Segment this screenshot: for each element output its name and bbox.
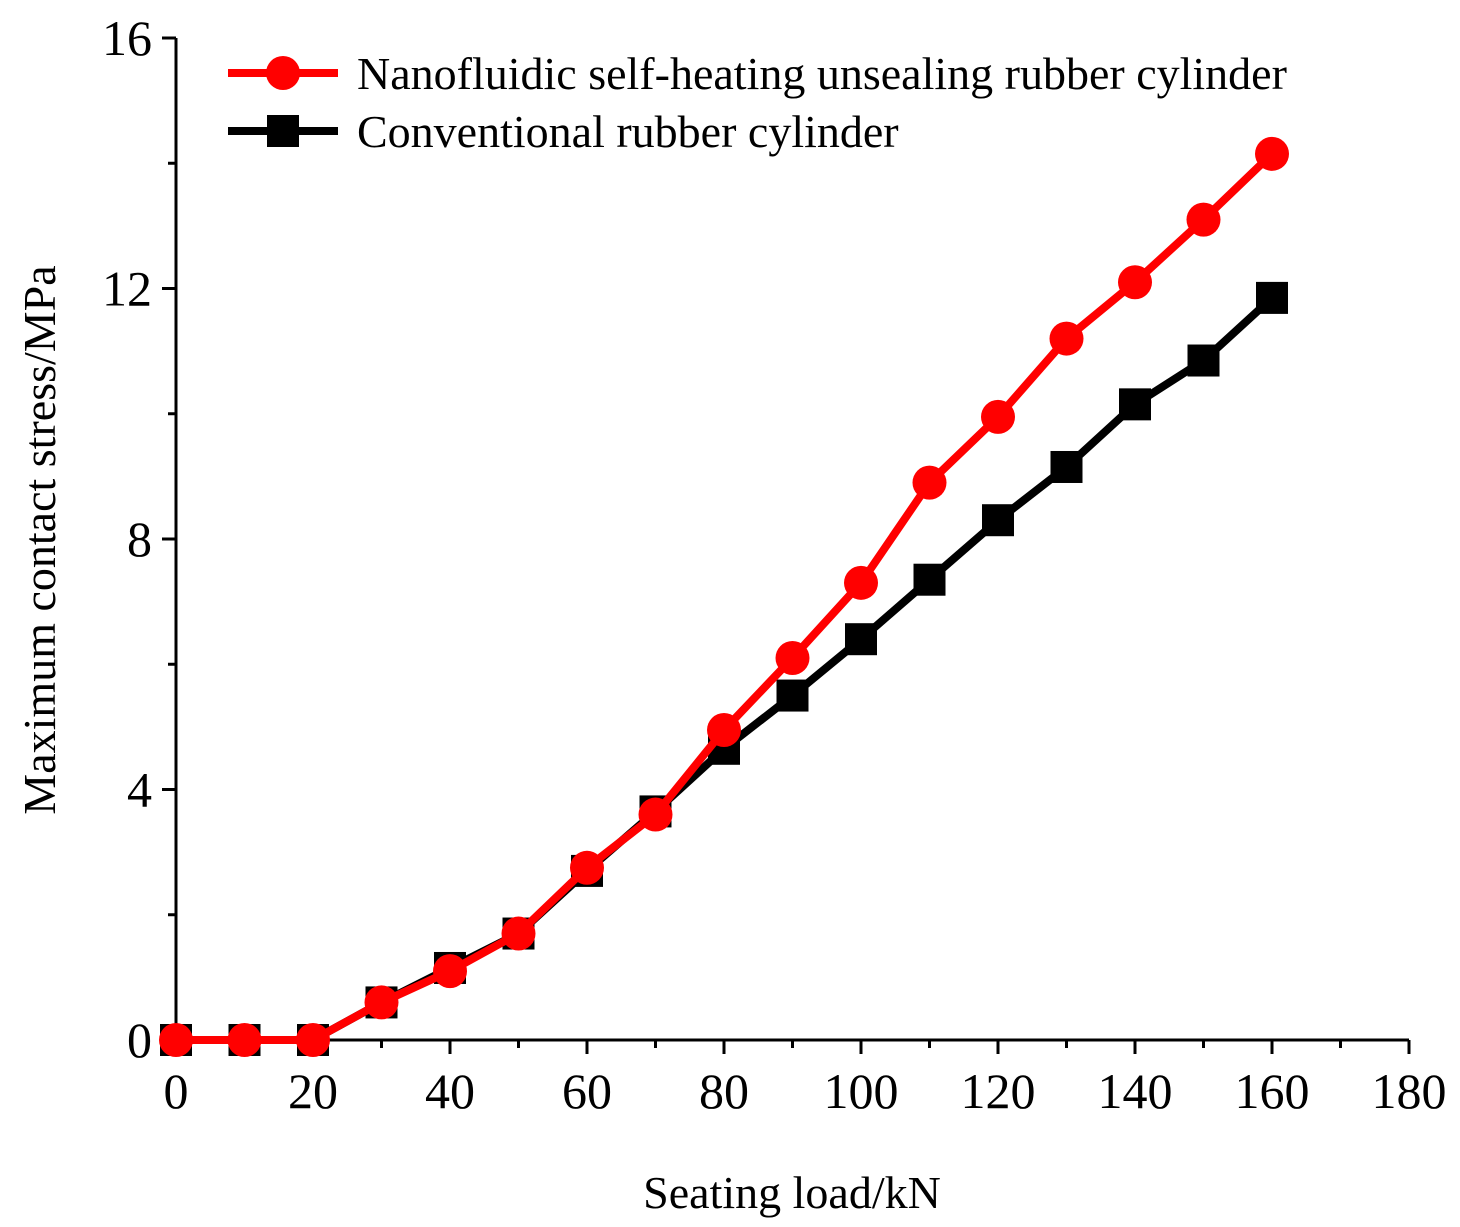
data-point-circle <box>775 640 810 675</box>
series-line <box>176 294 1275 1044</box>
x-tick-label: 20 <box>288 1063 338 1119</box>
legend-label-conventional: Conventional rubber cylinder <box>357 106 899 157</box>
legend-label-nanofluidic: Nanofluidic self-heating unsealing rubbe… <box>357 48 1287 99</box>
data-point-square <box>1119 388 1151 421</box>
x-tick-label: 180 <box>1372 1063 1447 1119</box>
x-axis-title: Seating load/kN <box>643 1167 941 1218</box>
data-point-square <box>776 679 809 712</box>
data-point-circle <box>433 954 467 989</box>
plot-area: 0 20 40 60 80 100 120 140 160 180 0 4 8 12 16 <box>102 10 1447 1119</box>
x-tick-label: 60 <box>562 1063 612 1119</box>
data-point-square <box>982 504 1014 537</box>
x-tick-label: 140 <box>1098 1063 1173 1119</box>
legend-marker-square <box>267 115 299 147</box>
y-tick-label: 0 <box>127 1012 152 1068</box>
x-tick-label: 160 <box>1235 1063 1310 1119</box>
legend-marker-circle <box>266 56 300 90</box>
data-point-square <box>913 563 946 596</box>
data-point-circle <box>1186 202 1221 237</box>
y-ticks: 0 4 8 12 16 <box>102 10 176 1068</box>
series-conventional <box>160 281 1288 1056</box>
data-point-circle <box>570 850 604 885</box>
x-tick-label: 120 <box>961 1063 1036 1119</box>
data-point-square <box>1050 450 1083 483</box>
legend-item-nanofluidic: Nanofluidic self-heating unsealing rubbe… <box>228 48 1287 99</box>
x-tick-label: 40 <box>425 1063 475 1119</box>
series-layer <box>159 136 1289 1057</box>
data-point-circle <box>159 1023 193 1057</box>
data-point-circle <box>1255 136 1289 171</box>
data-point-square <box>1187 344 1220 377</box>
legend-item-conventional: Conventional rubber cylinder <box>228 106 899 157</box>
data-point-circle <box>912 465 947 500</box>
data-point-circle <box>296 1023 330 1057</box>
data-point-circle <box>707 713 741 748</box>
x-ticks: 0 20 40 60 80 100 120 140 160 180 <box>164 1040 1447 1119</box>
data-point-circle <box>1118 265 1152 300</box>
x-tick-label: 100 <box>824 1063 899 1119</box>
data-point-circle <box>364 985 399 1020</box>
data-point-circle <box>638 797 673 832</box>
x-tick-label: 0 <box>164 1063 189 1119</box>
series-nanofluidic <box>159 136 1289 1057</box>
data-point-circle <box>981 399 1015 434</box>
data-point-square <box>1256 281 1288 314</box>
data-point-circle <box>1049 321 1084 356</box>
y-axis-title: Maximum contact stress/MPa <box>14 265 65 814</box>
data-point-square <box>845 623 877 656</box>
data-point-circle <box>501 916 536 951</box>
y-tick-label: 12 <box>102 261 152 317</box>
data-point-circle <box>844 565 878 600</box>
y-tick-label: 16 <box>102 10 152 66</box>
data-point-circle <box>227 1023 262 1057</box>
series-line <box>176 150 1275 1044</box>
legend: Nanofluidic self-heating unsealing rubbe… <box>228 48 1287 157</box>
y-tick-label: 8 <box>127 511 152 567</box>
y-tick-label: 4 <box>127 762 152 818</box>
x-tick-label: 80 <box>699 1063 749 1119</box>
